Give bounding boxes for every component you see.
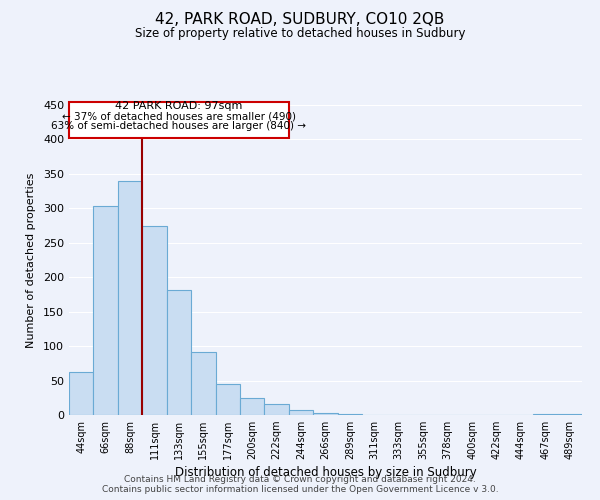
- Bar: [118, 181, 142, 415]
- Bar: [69, 372, 94, 415]
- Text: Size of property relative to detached houses in Sudbury: Size of property relative to detached ho…: [135, 28, 465, 40]
- Y-axis label: Number of detached properties: Number of detached properties: [26, 172, 36, 348]
- Text: Contains HM Land Registry data © Crown copyright and database right 2024.: Contains HM Land Registry data © Crown c…: [124, 475, 476, 484]
- Bar: [167, 290, 191, 415]
- Bar: [191, 352, 215, 415]
- X-axis label: Distribution of detached houses by size in Sudbury: Distribution of detached houses by size …: [175, 466, 476, 479]
- Bar: [265, 404, 289, 415]
- Text: Contains public sector information licensed under the Open Government Licence v : Contains public sector information licen…: [101, 485, 499, 494]
- Text: 42, PARK ROAD, SUDBURY, CO10 2QB: 42, PARK ROAD, SUDBURY, CO10 2QB: [155, 12, 445, 28]
- Bar: [94, 206, 118, 415]
- Bar: [142, 226, 167, 415]
- Text: 42 PARK ROAD: 97sqm: 42 PARK ROAD: 97sqm: [115, 102, 242, 112]
- Bar: [557, 414, 582, 415]
- FancyBboxPatch shape: [69, 102, 289, 138]
- Bar: [215, 384, 240, 415]
- Text: 63% of semi-detached houses are larger (840) →: 63% of semi-detached houses are larger (…: [52, 120, 307, 130]
- Bar: [338, 414, 362, 415]
- Bar: [289, 410, 313, 415]
- Bar: [240, 398, 265, 415]
- Bar: [313, 413, 338, 415]
- Text: ← 37% of detached houses are smaller (490): ← 37% of detached houses are smaller (49…: [62, 111, 296, 121]
- Bar: [533, 414, 557, 415]
